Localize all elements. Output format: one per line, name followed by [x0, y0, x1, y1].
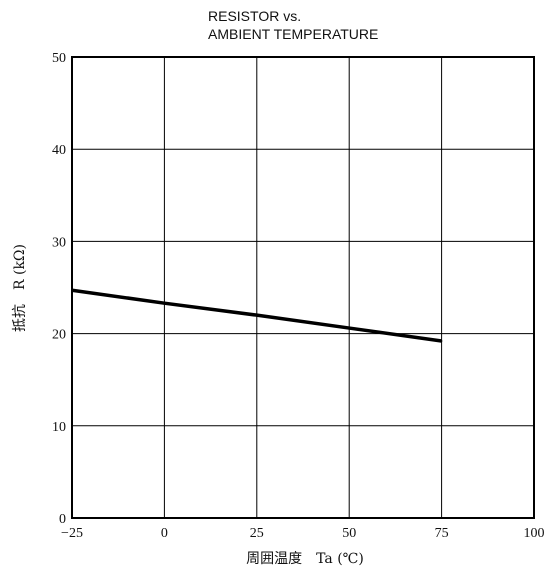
y-tick-label: 30 [52, 235, 66, 250]
y-tick-labels: 0 10 20 30 40 50 [52, 51, 66, 527]
x-tick-labels: −25 0 25 50 75 100 [61, 526, 544, 541]
chart-title-line-1: RESISTOR vs. [208, 8, 301, 24]
grid-lines [71, 56, 535, 519]
chart-title-line-2: AMBIENT TEMPERATURE [208, 26, 378, 42]
x-tick-label: 0 [161, 526, 168, 541]
y-tick-label: 40 [52, 143, 66, 158]
y-axis-label: 抵抗 R (kΩ) [12, 244, 28, 332]
series-0-point-3 [348, 327, 351, 329]
series-0-point-1 [163, 302, 166, 304]
y-tick-label: 20 [52, 328, 66, 343]
y-tick-label: 0 [59, 512, 66, 527]
y-tick-label: 10 [52, 420, 66, 435]
plot-frame [71, 56, 535, 519]
x-tick-label: 100 [524, 526, 545, 541]
x-tick-label: 50 [342, 526, 356, 541]
x-axis-label: 周囲温度 Ta (℃) [246, 551, 364, 567]
x-tick-label: 75 [435, 526, 449, 541]
series-0-point-4 [440, 340, 443, 342]
x-tick-label: 25 [250, 526, 264, 541]
y-tick-label: 50 [52, 51, 66, 66]
series-0-point-2 [255, 314, 258, 316]
x-tick-label: −25 [61, 526, 83, 541]
